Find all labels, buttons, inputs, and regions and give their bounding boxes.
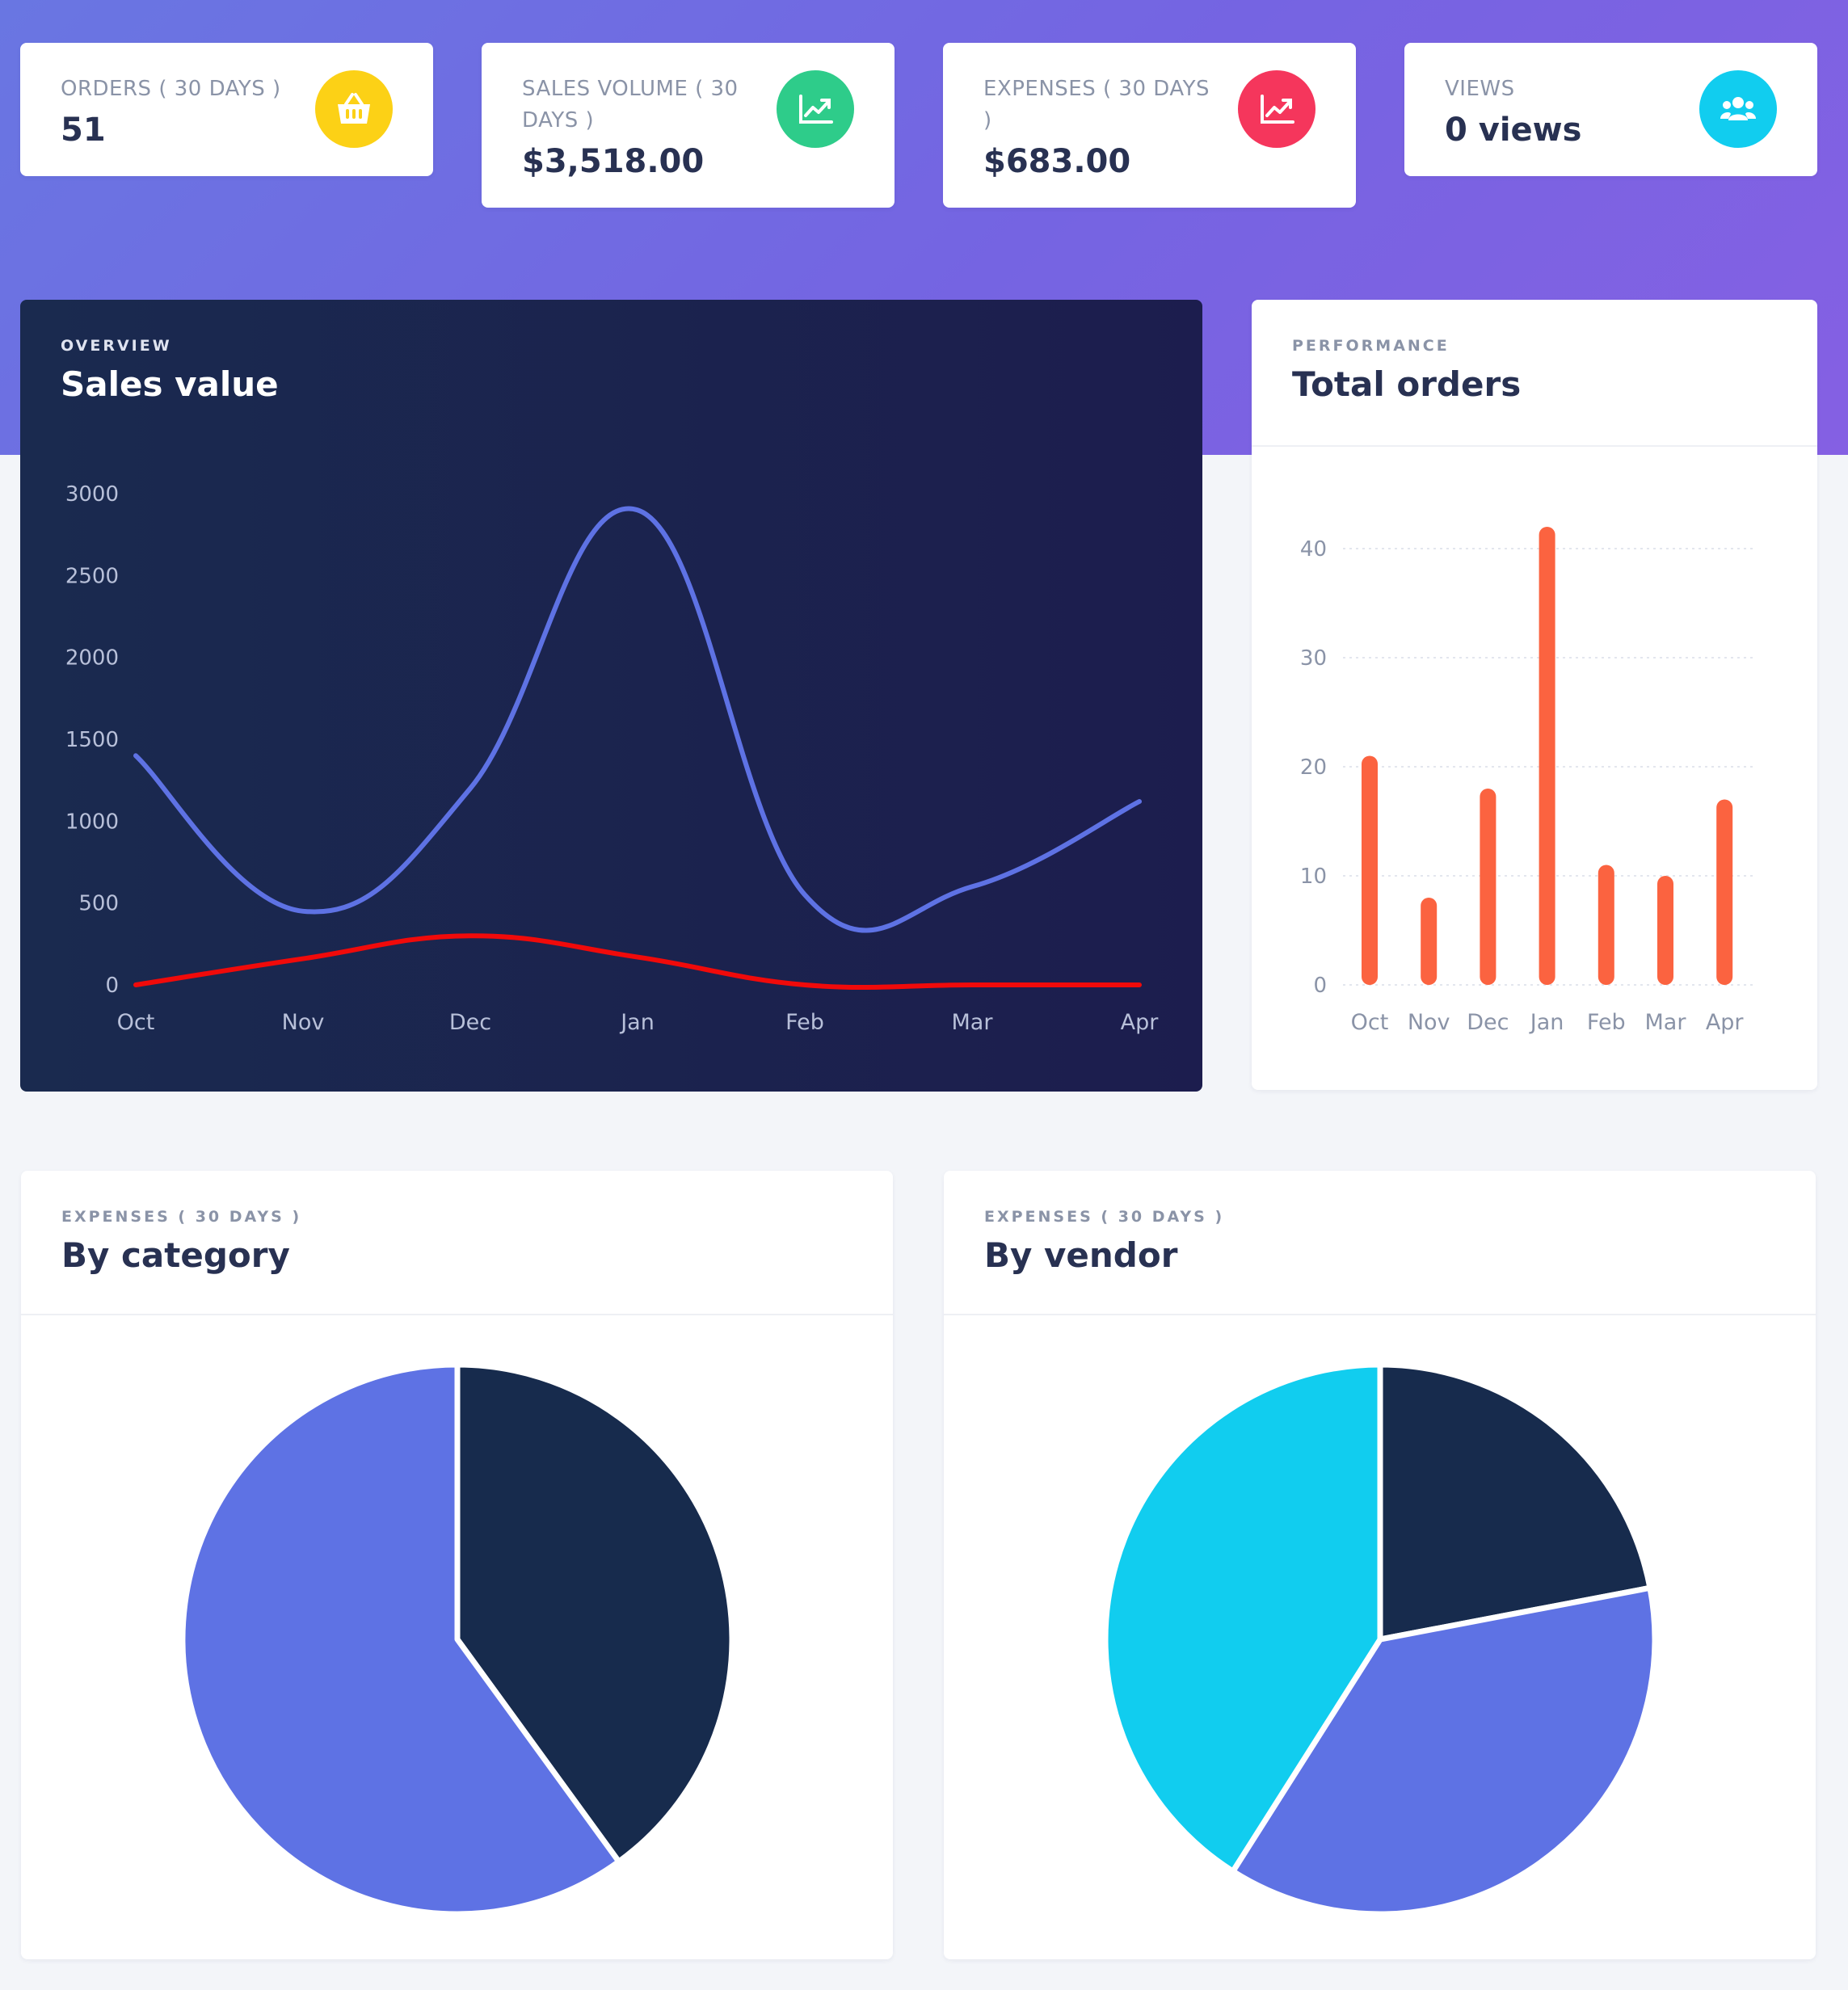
vendor-card-divider bbox=[944, 1314, 1816, 1315]
bar bbox=[1539, 527, 1555, 985]
orders-overline: PERFORMANCE bbox=[1292, 337, 1450, 355]
x-tick-label: Nov bbox=[1408, 1010, 1450, 1035]
x-tick-label: Dec bbox=[1467, 1010, 1509, 1035]
sales-overline: OVERVIEW bbox=[61, 337, 172, 355]
sales-line-chart: 0 500 1000 1500 2000 2500 3000 Oct Nov Dec Jan Feb M… bbox=[65, 482, 1160, 1035]
orders-card-divider bbox=[1252, 445, 1817, 447]
vendor-title: By vendor bbox=[984, 1235, 1178, 1275]
x-tick-label: Apr bbox=[1706, 1010, 1745, 1035]
sales-value-card: OVERVIEW Sales value 0 500 1000 1500 2000 250… bbox=[20, 300, 1202, 1092]
y-tick-label: 20 bbox=[1300, 755, 1327, 780]
pie-slice bbox=[1377, 1361, 1653, 1643]
bar bbox=[1421, 898, 1438, 985]
basket-icon bbox=[338, 93, 370, 124]
bar bbox=[1716, 799, 1733, 985]
views-badge bbox=[1699, 70, 1777, 148]
views-stat-label: VIEWS bbox=[1445, 77, 1515, 101]
by-vendor-card: EXPENSES ( 30 DAYS ) By vendor bbox=[944, 1171, 1816, 1959]
pie-slice bbox=[1102, 1361, 1383, 1874]
expenses-stat-value: $683.00 bbox=[983, 143, 1131, 180]
y-tick-label: 1000 bbox=[65, 810, 119, 834]
x-tick-label: Feb bbox=[1587, 1010, 1626, 1035]
x-tick-label: Dec bbox=[449, 1010, 491, 1035]
y-tick-label: 0 bbox=[105, 974, 119, 998]
y-tick-label: 2000 bbox=[65, 646, 119, 671]
vendor-pie-chart bbox=[1102, 1361, 1658, 1917]
series-line-1 bbox=[133, 506, 1142, 933]
x-tick-label: Feb bbox=[785, 1010, 824, 1035]
x-tick-label: Mar bbox=[952, 1010, 994, 1035]
x-tick-label: Nov bbox=[282, 1010, 325, 1035]
orders-bar-chart: 0 10 20 30 40 Oct Nov Dec Jan Feb Mar Apr bbox=[1300, 527, 1757, 1035]
vendor-overline: EXPENSES ( 30 DAYS ) bbox=[984, 1208, 1225, 1226]
orders-badge bbox=[315, 70, 393, 148]
y-tick-label: 40 bbox=[1300, 537, 1327, 562]
views-stat-card: VIEWS 0 views bbox=[1404, 43, 1817, 176]
x-tick-label: Jan bbox=[1529, 1010, 1564, 1035]
expenses-stat-card: EXPENSES ( 30 DAYS ) $683.00 bbox=[943, 43, 1356, 208]
category-pie-chart bbox=[179, 1361, 735, 1917]
y-tick-label: 30 bbox=[1300, 646, 1327, 671]
bar bbox=[1657, 876, 1673, 985]
pie-slice bbox=[179, 1361, 622, 1917]
x-tick-label: Jan bbox=[619, 1010, 655, 1035]
users-icon bbox=[1720, 97, 1756, 120]
sales-title: Sales value bbox=[61, 364, 279, 404]
bar bbox=[1598, 865, 1614, 985]
category-title: By category bbox=[61, 1235, 290, 1275]
x-tick-label: Oct bbox=[1351, 1010, 1389, 1035]
orders-stat-card: ORDERS ( 30 DAYS ) 51 bbox=[20, 43, 433, 176]
views-stat-value: 0 views bbox=[1445, 111, 1582, 149]
category-card-divider bbox=[21, 1314, 893, 1315]
total-orders-card: PERFORMANCE Total orders 0 10 20 30 40 Oct Nov… bbox=[1252, 300, 1817, 1090]
chart-line-icon bbox=[799, 95, 833, 124]
sales-volume-stat-label: SALES VOLUME ( 30 DAYS ) bbox=[522, 77, 739, 133]
series-line-2 bbox=[133, 933, 1142, 991]
by-category-card: EXPENSES ( 30 DAYS ) By category bbox=[21, 1171, 893, 1959]
orders-title: Total orders bbox=[1292, 364, 1522, 404]
pie-slice bbox=[1230, 1584, 1658, 1917]
sales-volume-stat-card: SALES VOLUME ( 30 DAYS ) $3,518.00 bbox=[482, 43, 895, 208]
expenses-stat-label: EXPENSES ( 30 DAYS ) bbox=[983, 77, 1210, 133]
x-tick-label: Mar bbox=[1645, 1010, 1687, 1035]
y-tick-label: 3000 bbox=[65, 482, 119, 507]
sales-volume-stat-value: $3,518.00 bbox=[522, 143, 705, 180]
category-overline: EXPENSES ( 30 DAYS ) bbox=[61, 1208, 302, 1226]
x-tick-label: Apr bbox=[1121, 1010, 1160, 1035]
chart-line-icon bbox=[1261, 95, 1294, 124]
y-tick-label: 1500 bbox=[65, 728, 119, 752]
bar bbox=[1362, 755, 1378, 985]
y-tick-label: 0 bbox=[1313, 974, 1327, 998]
pie-slice bbox=[454, 1361, 735, 1865]
orders-stat-label: ORDERS ( 30 DAYS ) bbox=[61, 77, 281, 101]
y-tick-label: 500 bbox=[78, 892, 119, 916]
orders-stat-value: 51 bbox=[61, 111, 106, 149]
y-tick-label: 10 bbox=[1300, 865, 1327, 889]
x-tick-label: Oct bbox=[117, 1010, 155, 1035]
bar bbox=[1480, 789, 1497, 985]
y-tick-label: 2500 bbox=[65, 564, 119, 588]
sales-volume-badge bbox=[777, 70, 854, 148]
expenses-badge bbox=[1238, 70, 1315, 148]
